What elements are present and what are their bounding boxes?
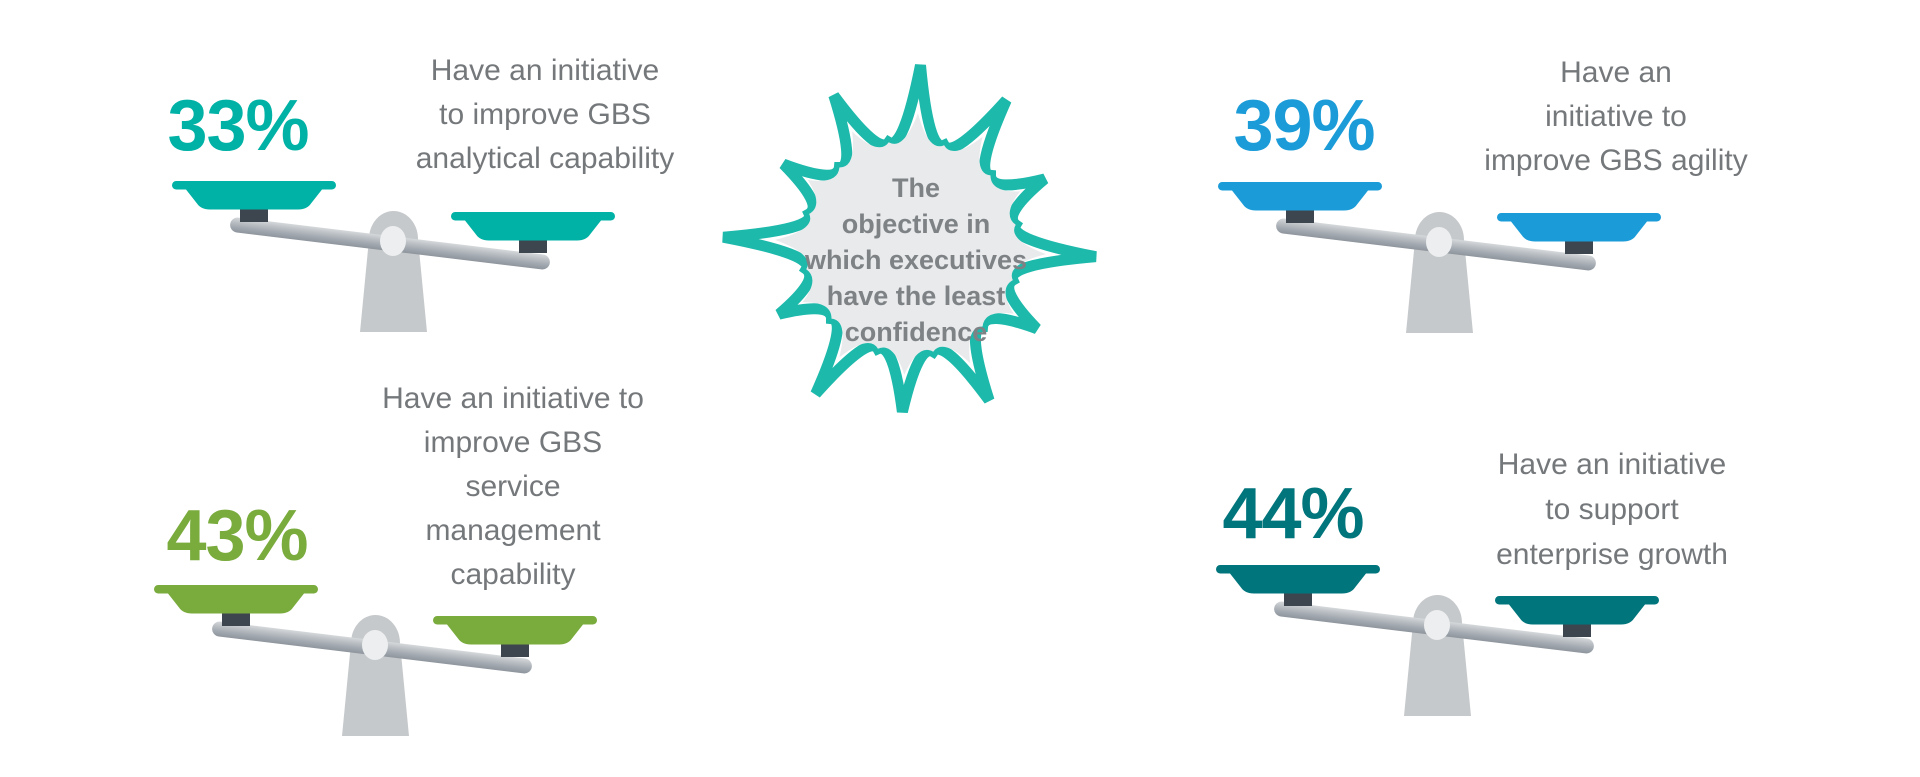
right-pan-bowl [1509, 604, 1645, 625]
right-pan-bowl [447, 624, 583, 645]
scale-pivot-dot [1426, 227, 1452, 257]
left-pan-bowl [1232, 190, 1368, 211]
balance-scale-agility [1206, 176, 1676, 346]
burst-fill [775, 113, 1046, 375]
stat-33-percent: 33% [167, 86, 309, 166]
left-pan-connector [1284, 590, 1312, 606]
left-pan-connector [240, 206, 268, 222]
left-pan-connector [222, 610, 250, 626]
right-pan-bar [1497, 213, 1661, 222]
stat-39-label: Have an initiative to improve GBS agilit… [1484, 56, 1748, 177]
right-pan-bowl [465, 220, 601, 241]
left-pan-bowl [1230, 573, 1366, 594]
left-pan-bowl [186, 189, 322, 210]
scale-pivot-dot [1424, 610, 1450, 640]
left-pan-connector [1286, 207, 1314, 223]
scale-pivot-dot [380, 226, 406, 256]
left-pan-bar [154, 585, 318, 594]
left-pan-bowl [168, 593, 304, 614]
right-pan-bar [433, 616, 597, 625]
left-pan-bar [1218, 182, 1382, 191]
balance-scale-service-management [142, 579, 612, 749]
stat-39-percent: 39% [1233, 86, 1375, 166]
balance-scale-enterprise-growth [1204, 559, 1674, 729]
burst-label: The objective in which executives have t… [804, 173, 1028, 347]
right-pan-bar [1495, 596, 1659, 605]
stat-43-label: Have an initiative to improve GBS servic… [382, 382, 644, 591]
center-burst [701, 47, 1121, 456]
stat-33-label: Have an initiative to improve GBS analyt… [415, 54, 675, 175]
left-pan-bar [1216, 565, 1380, 574]
right-pan-connector [501, 641, 529, 657]
right-pan-connector [1563, 621, 1591, 637]
right-pan-connector [1565, 238, 1593, 254]
right-pan-bowl [1511, 221, 1647, 242]
stat-44-percent: 44% [1222, 474, 1364, 554]
left-pan-bar [172, 181, 336, 190]
stat-44-label: Have an initiative to support enterprise… [1496, 448, 1728, 571]
stat-43-percent: 43% [166, 496, 308, 576]
right-pan-connector [519, 237, 547, 253]
right-pan-bar [451, 212, 615, 221]
balance-scale-analytical [160, 175, 630, 345]
scale-pivot-dot [362, 630, 388, 660]
